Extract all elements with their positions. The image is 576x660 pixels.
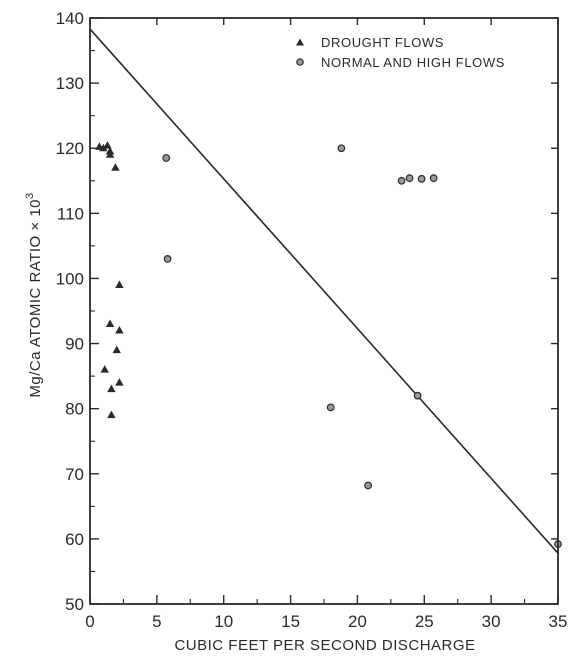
plot-frame bbox=[89, 17, 559, 605]
drought-flow-point bbox=[105, 319, 115, 328]
y-tick-label: 120 bbox=[56, 139, 84, 158]
drought-flow-point bbox=[107, 384, 116, 393]
normal-high-flow-point bbox=[163, 255, 172, 263]
legend-circle-marker bbox=[296, 58, 304, 66]
normal-high-flow-point bbox=[429, 174, 438, 183]
drought-flow-point bbox=[103, 141, 112, 149]
normal-high-flow-point bbox=[162, 154, 171, 162]
normal-high-flow-point bbox=[326, 403, 335, 412]
normal-high-flow-point bbox=[413, 391, 422, 400]
normal-high-flow-point bbox=[405, 174, 414, 183]
points-layer bbox=[95, 141, 562, 548]
y-tick-label: 140 bbox=[56, 9, 84, 28]
y-tick-label: 70 bbox=[65, 465, 84, 484]
x-tick-label: 35 bbox=[549, 612, 568, 631]
y-tick-label: 130 bbox=[56, 74, 84, 93]
drought-flow-point bbox=[115, 280, 124, 288]
drought-flow-point bbox=[107, 410, 116, 419]
legend-label-drought-flows: DROUGHT FLOWS bbox=[321, 35, 444, 50]
legend-triangle-marker bbox=[296, 38, 304, 46]
x-tick-label: 5 bbox=[152, 612, 161, 631]
x-tick-label: 20 bbox=[348, 612, 367, 631]
y-tick-label: 50 bbox=[65, 595, 84, 614]
x-tick-label: 0 bbox=[85, 612, 94, 631]
x-tick-label: 15 bbox=[281, 612, 300, 631]
drought-flow-point bbox=[115, 378, 124, 386]
y-axis-title-text: Mg/Ca ATOMIC RATIO × 10 bbox=[27, 199, 44, 398]
drought-flow-point bbox=[100, 365, 109, 373]
y-tick-label: 90 bbox=[65, 335, 84, 354]
drought-flow-point bbox=[111, 163, 120, 171]
y-tick-label: 110 bbox=[57, 204, 84, 223]
legend-label-normal-and-high-flows: NORMAL AND HIGH FLOWS bbox=[321, 55, 505, 70]
legend: DROUGHT FLOWS NORMAL AND HIGH FLOWS bbox=[296, 35, 505, 70]
y-axis-title: Mg/Ca ATOMIC RATIO × 103 bbox=[24, 192, 44, 397]
normal-high-flow-point bbox=[364, 481, 373, 490]
drought-flow-point bbox=[112, 345, 121, 354]
y-tick-label: 80 bbox=[65, 400, 84, 419]
drought-flow-point bbox=[99, 143, 108, 152]
legend-entry-normal-and-high-flows: NORMAL AND HIGH FLOWS bbox=[296, 55, 505, 70]
svg-text:Mg/Ca ATOMIC RATIO × 103: Mg/Ca ATOMIC RATIO × 103 bbox=[24, 192, 44, 397]
x-tick-label: 25 bbox=[415, 612, 434, 631]
normal-high-flow-point bbox=[417, 174, 426, 183]
ticks-layer: 50 60 70 80 90 100 110 120 130 140 0 5 10 15 20 25 30 35 bbox=[56, 9, 568, 631]
normal-high-flow-point bbox=[397, 176, 406, 185]
x-tick-label: 10 bbox=[214, 612, 233, 631]
x-tick-label: 30 bbox=[482, 612, 501, 631]
y-tick-label: 60 bbox=[65, 530, 84, 549]
drought-flow-point bbox=[105, 150, 115, 158]
x-axis-title: CUBIC FEET PER SECOND DISCHARGE bbox=[174, 637, 475, 654]
y-axis-title-exponent: 3 bbox=[24, 192, 36, 199]
trend-line bbox=[89, 28, 559, 554]
y-tick-label: 100 bbox=[56, 269, 84, 288]
normal-high-flow-point bbox=[337, 144, 346, 153]
legend-entry-drought-flows: DROUGHT FLOWS bbox=[296, 35, 444, 50]
drought-flow-point bbox=[115, 326, 124, 334]
